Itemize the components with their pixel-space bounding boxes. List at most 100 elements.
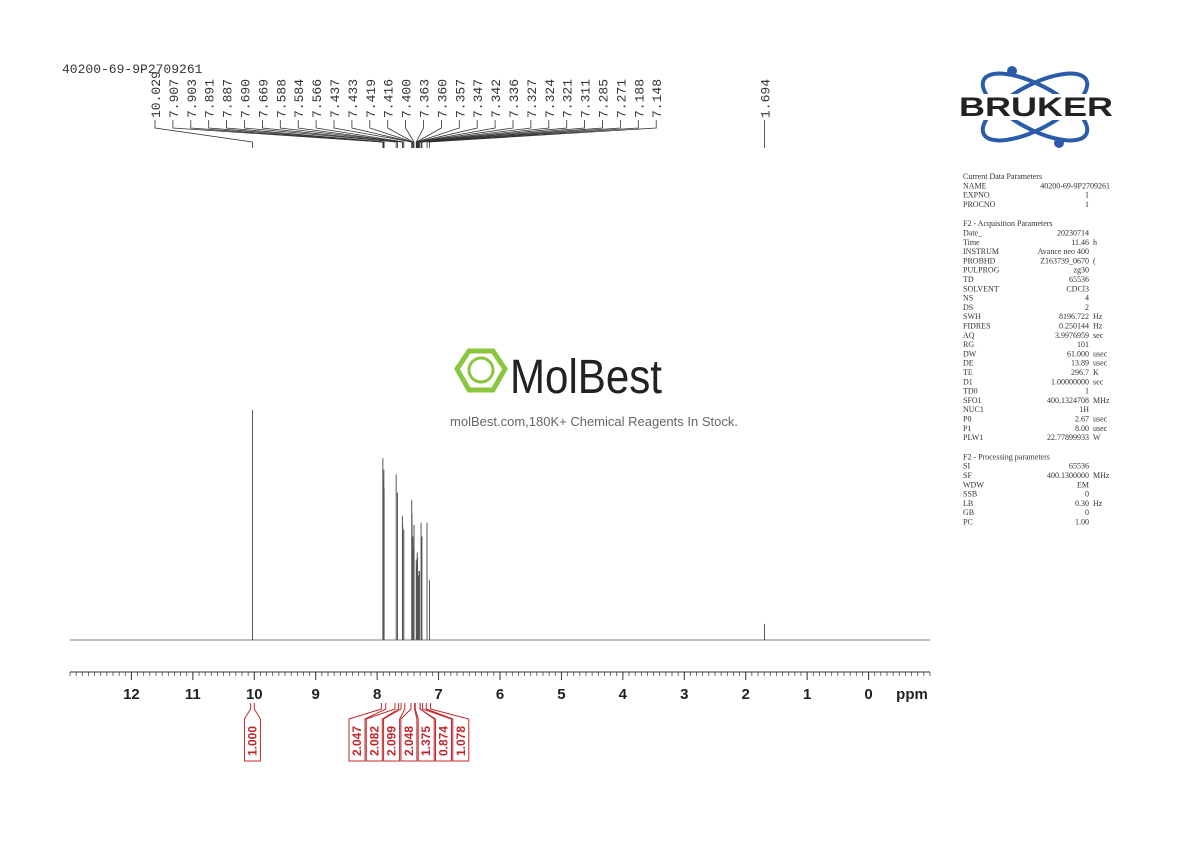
param-unit: MHz — [1093, 471, 1110, 480]
peak-label: 7.416 — [382, 79, 397, 118]
peak-label: 7.336 — [507, 79, 522, 118]
logo-dot — [1054, 138, 1064, 148]
param-name: PLW1 — [963, 433, 983, 442]
param-name: SF — [963, 471, 972, 480]
peak-label: 7.690 — [239, 79, 254, 118]
bruker-logo: BRUKER — [958, 66, 1114, 148]
integral-label: 1.000 — [245, 726, 259, 756]
param-name: NAME — [963, 181, 987, 190]
param-unit: sec — [1093, 331, 1104, 340]
logo-orbit — [980, 71, 1090, 143]
peak-leader — [226, 120, 385, 148]
x-tick-label: 12 — [123, 686, 140, 703]
param-value: 1 — [1085, 191, 1089, 200]
param-value: 296.7 — [1071, 368, 1089, 377]
param-unit: sec — [1093, 377, 1104, 386]
param-name: PROBHD — [963, 256, 996, 265]
peak-label: 7.321 — [561, 79, 576, 118]
x-tick-label: 8 — [373, 686, 381, 703]
integral-bracket — [365, 703, 400, 762]
peak-label: 7.271 — [614, 79, 629, 118]
param-unit: Hz — [1093, 322, 1103, 331]
param-name: NS — [963, 294, 973, 303]
peak-label: 7.903 — [185, 79, 200, 118]
integral-bracket — [400, 703, 418, 762]
logo-band — [958, 94, 1114, 120]
param-name: SI — [963, 462, 970, 471]
param-unit: W — [1093, 433, 1101, 442]
param-value: 0 — [1085, 508, 1089, 517]
logo-dot — [1007, 66, 1017, 76]
peak-label: 7.347 — [471, 79, 486, 118]
param-value: 400.1300000 — [1047, 471, 1089, 480]
param-name: TE — [963, 368, 973, 377]
peak-label: 7.437 — [328, 79, 343, 118]
param-value: 0 — [1085, 490, 1089, 499]
param-value: 101 — [1077, 340, 1089, 349]
param-unit: h — [1093, 238, 1097, 247]
param-name: D1 — [963, 377, 973, 386]
param-unit: Hz — [1093, 499, 1103, 508]
integral-bracket — [419, 703, 452, 762]
param-value: 2 — [1085, 303, 1089, 312]
param-name: SOLVENT — [963, 284, 999, 293]
integral-bracket — [383, 703, 406, 762]
watermark-name: MolBest — [510, 351, 662, 404]
param-name: PULPROG — [963, 266, 1000, 275]
param-name: PROCNO — [963, 200, 996, 209]
param-value: 8196.722 — [1059, 312, 1089, 321]
x-tick-label: 3 — [680, 686, 688, 703]
x-axis-label: ppm — [896, 686, 928, 703]
integral-label: 2.082 — [367, 726, 381, 756]
param-name: SWH — [963, 312, 981, 321]
param-unit: usec — [1093, 415, 1108, 424]
peak-label: 1.694 — [759, 79, 774, 118]
integral-bracket — [243, 703, 261, 762]
watermark-tagline: molBest.com,180K+ Chemical Reagents In S… — [450, 414, 738, 429]
param-value: zg30 — [1073, 266, 1089, 275]
param-value: 1.00000000 — [1051, 377, 1089, 386]
peak-label: 7.887 — [221, 79, 236, 118]
param-name: PC — [963, 518, 973, 527]
param-value: 0.30 — [1075, 499, 1089, 508]
param-value: 65536 — [1069, 275, 1089, 284]
param-name: INSTRUM — [963, 247, 999, 256]
param-value: 8.00 — [1075, 424, 1089, 433]
param-name: DE — [963, 359, 974, 368]
param-value: 400.1324708 — [1047, 396, 1089, 405]
param-name: P1 — [963, 424, 971, 433]
integral-label: 1.078 — [454, 726, 468, 756]
x-tick-label: 2 — [742, 686, 750, 703]
peak-leader — [315, 120, 405, 148]
peak-label: 7.669 — [256, 79, 271, 118]
param-group-title: Current Data Parameters — [963, 172, 1042, 181]
integral-bracket — [425, 703, 470, 762]
param-name: SSB — [963, 490, 977, 499]
peak-label: 7.419 — [364, 79, 379, 118]
peak-leader — [416, 120, 460, 148]
logo-orbit — [980, 71, 1090, 143]
peak-label: 7.357 — [453, 79, 468, 118]
param-value: 22.77899933 — [1047, 433, 1089, 442]
peak-label: 7.285 — [597, 79, 612, 118]
peak-label: 10.029 — [149, 71, 164, 118]
x-tick-label: 11 — [185, 686, 201, 703]
watermark-icon-ring — [467, 356, 495, 384]
param-unit: usec — [1093, 349, 1108, 358]
param-group-title: F2 - Acquisition Parameters — [963, 219, 1053, 228]
param-value: Avance neo 400 — [1038, 247, 1089, 256]
param-unit: Hz — [1093, 312, 1103, 321]
param-name: DS — [963, 303, 973, 312]
param-unit: usec — [1093, 359, 1108, 368]
param-unit: usec — [1093, 424, 1108, 433]
param-value: 65536 — [1069, 462, 1089, 471]
peak-leader — [351, 120, 413, 148]
param-name: SFO1 — [963, 396, 982, 405]
peak-leader — [261, 120, 398, 148]
param-value: 1 — [1085, 387, 1089, 396]
param-value: 11.46 — [1071, 238, 1089, 247]
peak-label: 7.327 — [525, 79, 540, 118]
param-name: DW — [963, 349, 977, 358]
peak-label: 7.400 — [400, 79, 415, 118]
